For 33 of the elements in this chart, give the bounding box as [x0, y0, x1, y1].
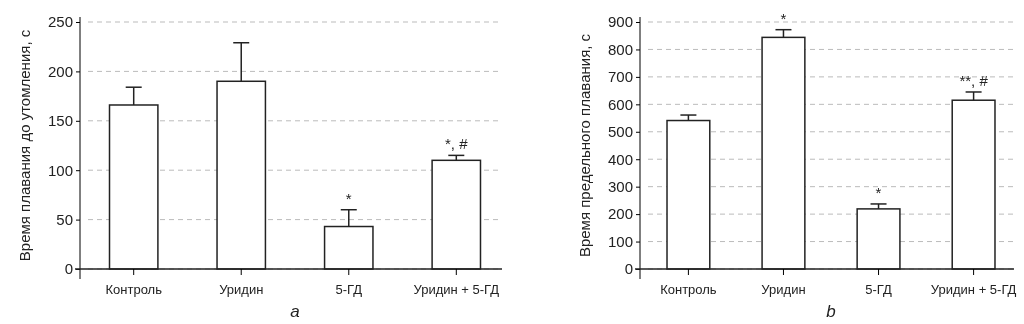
x-axis-title: a: [290, 302, 300, 321]
annotation: *: [875, 183, 882, 201]
y-axis-title: Время предельного плавания, с: [576, 33, 593, 258]
x-tick-label: 5-ГД: [335, 281, 363, 297]
y-tick-label: 800: [607, 40, 633, 58]
annotation: *, #: [445, 135, 469, 153]
y-tick-label: 300: [607, 177, 633, 195]
annotation: *: [345, 189, 352, 207]
x-tick-label: Контроль: [105, 281, 163, 297]
x-tick-label: Уридин + 5-ГД: [413, 281, 500, 297]
x-axis-title: b: [826, 302, 836, 321]
annotation: *: [780, 9, 787, 27]
y-tick-label: 200: [607, 205, 633, 223]
y-tick-label: 0: [624, 260, 633, 278]
y-tick-label: 100: [47, 161, 73, 179]
y-tick-label: 50: [56, 210, 73, 228]
y-axis-title: Время плавания до утомления, с: [16, 29, 33, 262]
y-tick-label: 700: [607, 68, 633, 86]
x-tick-label: Уридин: [219, 281, 264, 297]
y-tick-label: 900: [607, 13, 633, 31]
y-tick-label: 600: [607, 95, 633, 113]
x-tick-label: Уридин: [761, 281, 806, 297]
x-tick-label: Уридин + 5-ГД: [930, 281, 1017, 297]
x-tick-label: 5-ГД: [865, 281, 892, 297]
x-tick-label: Контроль: [660, 281, 717, 297]
y-tick-label: 200: [47, 62, 73, 80]
y-tick-label: 150: [47, 112, 73, 130]
y-tick-label: 400: [607, 150, 633, 168]
y-tick-label: 500: [607, 123, 633, 141]
y-tick-label: 100: [607, 232, 633, 250]
y-tick-label: 0: [64, 260, 73, 278]
y-tick-label: 250: [47, 13, 73, 31]
annotation: **, #: [959, 71, 989, 89]
